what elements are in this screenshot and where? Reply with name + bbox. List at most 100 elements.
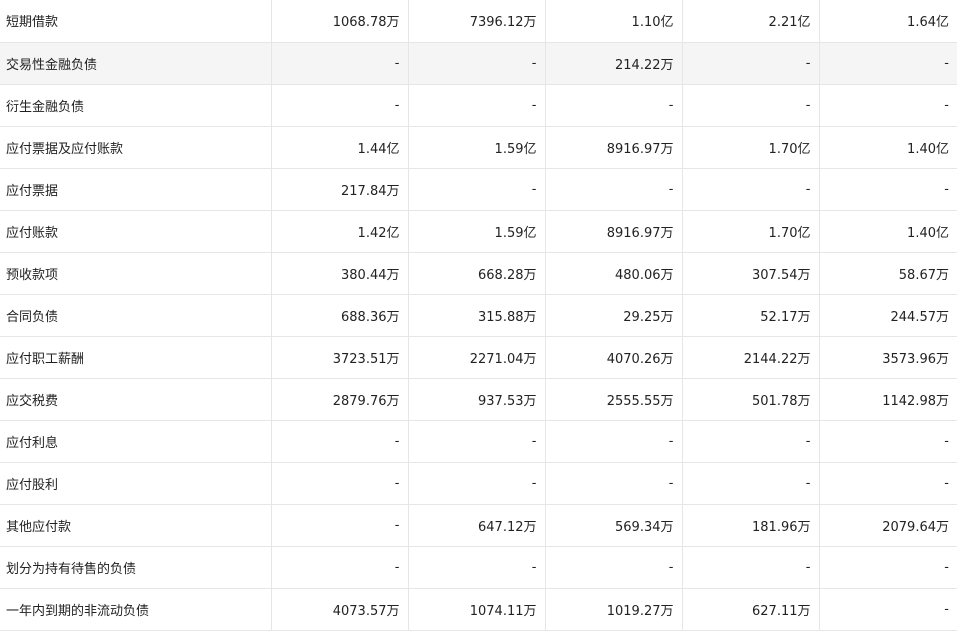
table-cell-value: 7396.12万 [408,0,546,43]
table-cell-value: - [271,546,409,589]
table-row: 交易性金融负债 - -214.22万 - - [0,42,957,85]
table-cell-value: - [408,168,546,211]
table-cell-value: - [545,462,683,505]
table-cell-value: - [271,84,409,127]
table-cell-value: 1074.11万 [408,588,546,631]
table-cell-value: - [682,462,820,505]
table-cell-value: 2144.22万 [682,336,820,379]
row-label: 衍生金融负债 [0,84,272,127]
table-row: 应付股利 - - - - - [0,462,957,505]
table-cell-value: 1142.98万 [819,378,957,421]
table-cell-value: 1.10亿 [545,0,683,43]
row-label: 合同负债 [0,294,272,337]
row-label: 应交税费 [0,378,272,421]
table-cell-value: - [408,84,546,127]
table-row: 其他应付款 -647.12万 569.34万 181.96万 2079.64万 [0,504,957,547]
table-cell-value: - [271,504,409,547]
table-row: 应付票据 217.84万 - - - - [0,168,957,211]
table-cell-value: 8916.97万 [545,126,683,169]
table-row: 应付利息 - - - - - [0,420,957,463]
table-cell-value: 688.36万 [271,294,409,337]
table-row: 一年内到期的非流动负债 4073.57万 1074.11万 1019.27万 627.1… [0,588,957,631]
table-row: 应付票据及应付账款 1.44亿 1.59亿 8916.97万 1.70亿 1.40亿 [0,126,957,169]
table-cell-value: 1.64亿 [819,0,957,43]
table-cell-value: - [545,420,683,463]
table-cell-value: 380.44万 [271,252,409,295]
table-cell-value: 58.67万 [819,252,957,295]
table-cell-value: 8916.97万 [545,210,683,253]
table-cell-value: 2.21亿 [682,0,820,43]
table-cell-value: 1068.78万 [271,0,409,43]
table-cell-value: - [682,546,820,589]
table-cell-value: 627.11万 [682,588,820,631]
table-cell-value: - [819,462,957,505]
table-cell-value: 52.17万 [682,294,820,337]
table-cell-value: 1.59亿 [408,126,546,169]
table-cell-value: 937.53万 [408,378,546,421]
table-cell-value: - [545,546,683,589]
table-cell-value: 217.84万 [271,168,409,211]
table-row: 应交税费 2879.76万 937.53万 2555.55万 501.78万 1142.9… [0,378,957,421]
table-cell-value: 307.54万 [682,252,820,295]
table-cell-value: 1019.27万 [545,588,683,631]
table-row: 预收款项 380.44万 668.28万 480.06万 307.54万 58.67万 [0,252,957,295]
table-cell-value: 2879.76万 [271,378,409,421]
table-cell-value: 3573.96万 [819,336,957,379]
row-label: 应付票据 [0,168,272,211]
table-cell-value: 501.78万 [682,378,820,421]
table-cell-value: 1.70亿 [682,210,820,253]
table-cell-value: 668.28万 [408,252,546,295]
table-cell-value: - [682,420,820,463]
table-cell-value: 315.88万 [408,294,546,337]
row-label: 其他应付款 [0,504,272,547]
row-label: 应付票据及应付账款 [0,126,272,169]
table-cell-value: 2271.04万 [408,336,546,379]
table-cell-value: - [271,42,409,85]
table-cell-value: 4070.26万 [545,336,683,379]
table-cell-value: - [682,168,820,211]
row-label: 应付利息 [0,420,272,463]
table-cell-value: - [819,168,957,211]
row-label: 一年内到期的非流动负债 [0,588,272,631]
table-cell-value: 4073.57万 [271,588,409,631]
table-cell-value: - [271,462,409,505]
table-cell-value: 29.25万 [545,294,683,337]
table-cell-value: - [819,546,957,589]
table-cell-value: 1.44亿 [271,126,409,169]
table-row: 短期借款 1068.78万 7396.12万 1.10亿 2.21亿 1.64亿 [0,0,957,43]
table-cell-value: 2079.64万 [819,504,957,547]
table-cell-value: - [408,420,546,463]
table-cell-value: - [408,546,546,589]
table-cell-value: 1.42亿 [271,210,409,253]
table-cell-value: 569.34万 [545,504,683,547]
table-cell-value: - [545,84,683,127]
table-cell-value: - [819,420,957,463]
table-cell-value: - [545,168,683,211]
table-cell-value: - [408,42,546,85]
table-cell-value: 2555.55万 [545,378,683,421]
row-label: 预收款项 [0,252,272,295]
table-cell-value: - [682,42,820,85]
row-label: 应付职工薪酬 [0,336,272,379]
row-label: 短期借款 [0,0,272,43]
row-label: 应付股利 [0,462,272,505]
table-cell-value: - [819,42,957,85]
table-cell-value: 181.96万 [682,504,820,547]
table-cell-value: - [408,462,546,505]
table-cell-value: 1.40亿 [819,210,957,253]
table-row: 合同负债 688.36万 315.88万 29.25万 52.17万 244.57万 [0,294,957,337]
table-row: 划分为持有待售的负债 - - - - - [0,546,957,589]
table-cell-value: - [819,84,957,127]
table-cell-value: 1.59亿 [408,210,546,253]
table-cell-value: - [819,588,957,631]
table-cell-value: 1.40亿 [819,126,957,169]
table-row: 应付账款 1.42亿 1.59亿 8916.97万 1.70亿 1.40亿 [0,210,957,253]
row-label: 交易性金融负债 [0,42,272,85]
row-label: 应付账款 [0,210,272,253]
table-cell-value: 214.22万 [545,42,683,85]
table-cell-value: 480.06万 [545,252,683,295]
table-cell-value: - [271,420,409,463]
table-cell-value: 1.70亿 [682,126,820,169]
